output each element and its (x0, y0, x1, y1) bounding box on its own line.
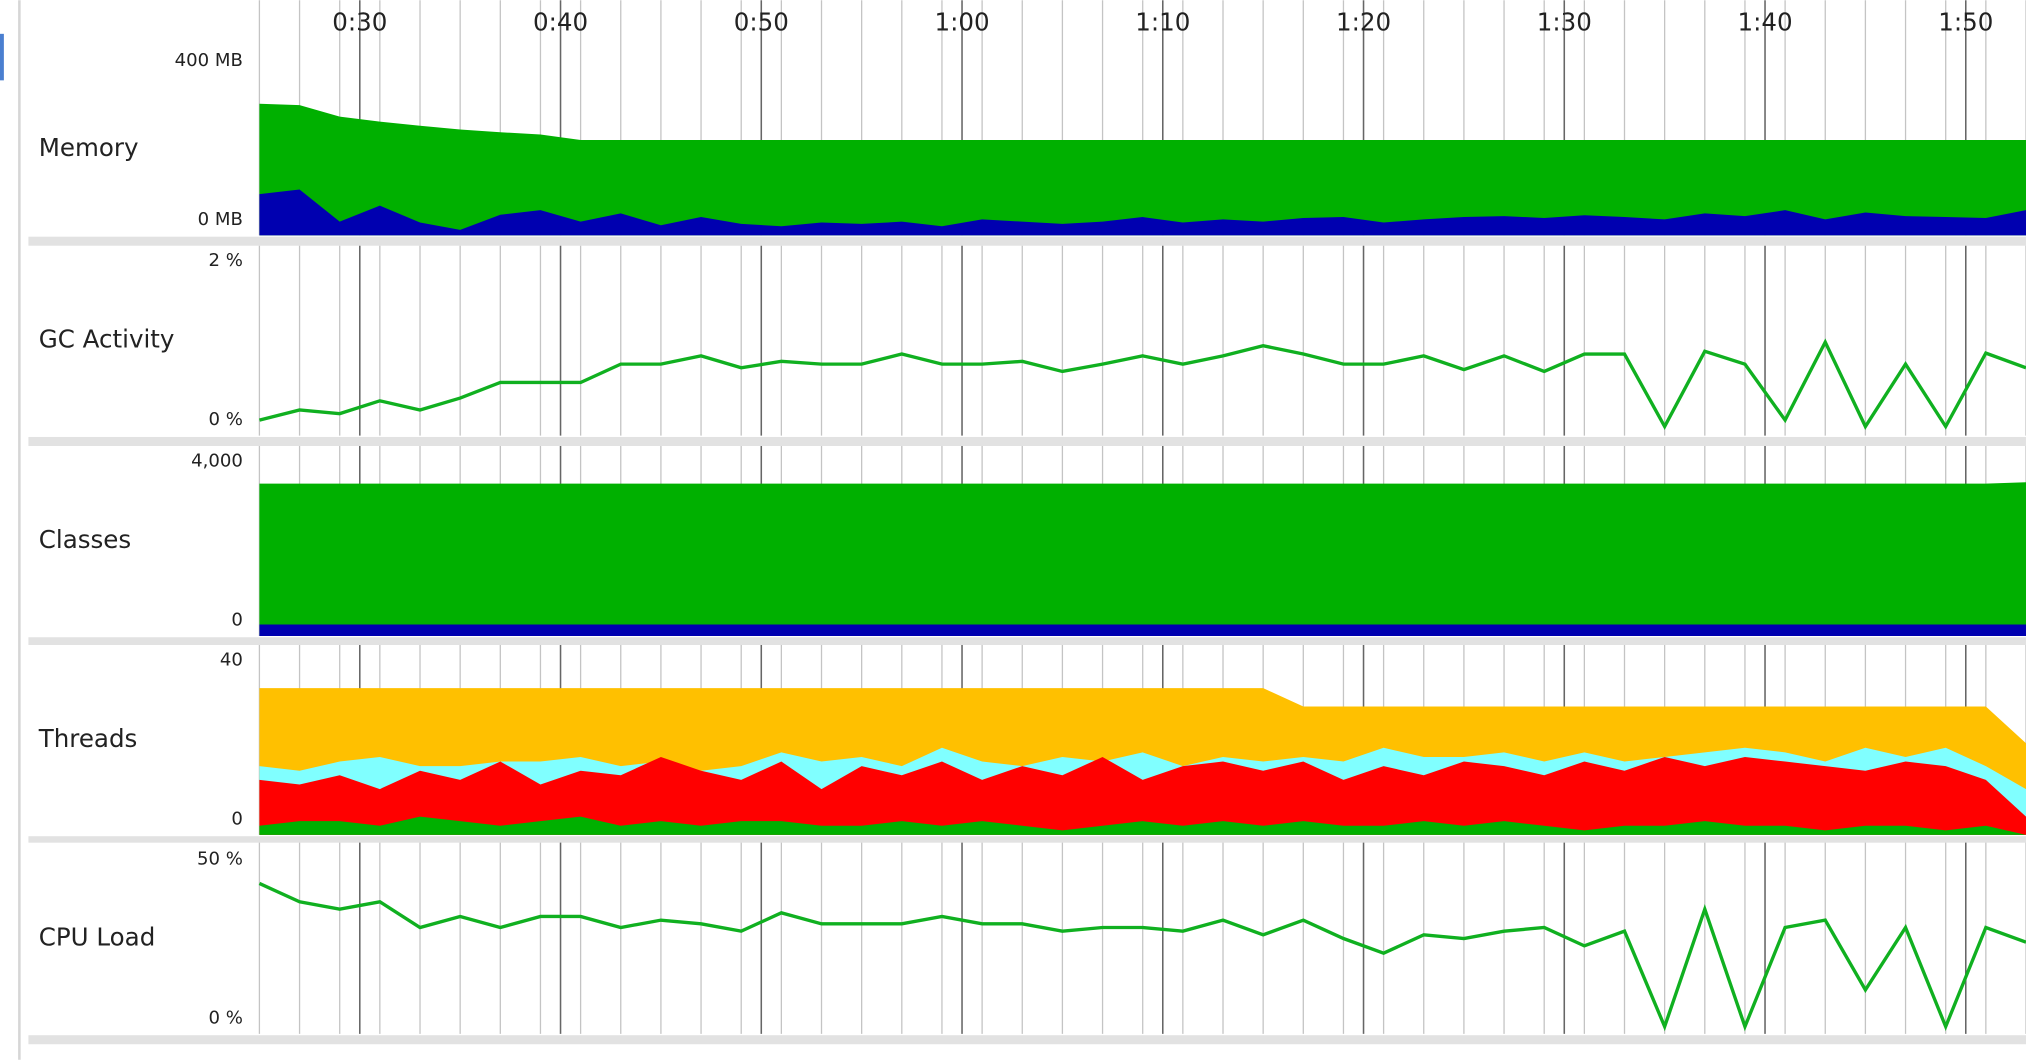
y-tick-label: 40 (220, 650, 243, 671)
y-tick-label: 0 % (208, 409, 242, 430)
time-tick-label: 0:50 (734, 7, 789, 36)
panel-title: GC Activity (39, 325, 175, 354)
y-tick-label: 0 % (208, 1007, 242, 1028)
panel: 4,000 0 Classes (28, 446, 2026, 645)
time-tick-label: 0:40 (533, 7, 588, 36)
panel-title: Threads (38, 724, 138, 753)
time-tick-label: 1:20 (1336, 7, 1391, 36)
area (259, 189, 2026, 236)
edge-tab (0, 33, 4, 81)
y-tick-label: 0 MB (198, 209, 243, 230)
area (259, 756, 2026, 835)
panel-title: Classes (39, 525, 131, 554)
time-tick-label: 0:30 (332, 7, 387, 36)
line (259, 338, 2026, 431)
panel-title: CPU Load (39, 922, 156, 951)
separator (28, 637, 2026, 645)
line (258, 881, 2026, 1032)
panel: 2 % 0 % GC Activity (28, 245, 2026, 447)
y-tick-label: 0 (231, 808, 243, 829)
separator (28, 1035, 2026, 1045)
area (259, 816, 2026, 835)
separator (28, 436, 2026, 447)
panel: 50 % 0 % CPU Load (28, 842, 2026, 1045)
panel-title: Memory (39, 133, 139, 162)
y-tick-label: 2 % (208, 250, 242, 271)
y-tick-label: 4,000 (191, 451, 243, 472)
y-tick-label: 50 % (197, 848, 243, 869)
separator (28, 836, 2026, 843)
time-tick-label: 1:40 (1737, 7, 1792, 36)
area (259, 624, 2026, 636)
panel: 40 0 Threads (28, 644, 2026, 843)
time-tick-label: 1:00 (934, 7, 989, 36)
y-tick-label: 400 MB (175, 50, 243, 71)
panel: 0:30 0:40 0:50 1:00 1:10 1:20 1:30 1:40 1:50 400 … (28, 0, 2026, 246)
separator (28, 236, 2026, 246)
time-tick-label: 1:50 (1938, 7, 1993, 36)
time-tick-label: 1:30 (1537, 7, 1592, 36)
y-tick-label: 0 (231, 609, 243, 630)
time-tick-label: 1:10 (1135, 7, 1190, 36)
area (259, 103, 2026, 236)
area (259, 482, 2026, 636)
